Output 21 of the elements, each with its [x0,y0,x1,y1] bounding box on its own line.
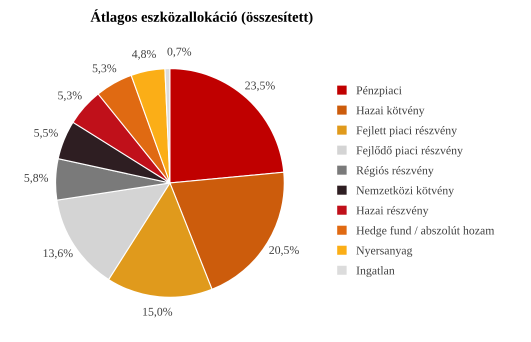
data-label: 23,5% [245,82,275,92]
data-label: 15,0% [143,308,172,318]
data-label: 13,6% [44,249,73,259]
data-label: 4,8% [132,50,156,60]
legend-label: Fejlődő piaci részvény [356,146,463,157]
chart-title: Átlagos eszközallokáció (összesített) [90,9,313,25]
legend-label: Hedge fund / abszolút hozam [356,226,494,237]
legend-label: Régiós részvény [356,166,434,177]
legend-label: Nemzetközi kötvény [356,186,454,197]
legend-label: Nyersanyag [356,246,412,257]
data-label: 5,3% [58,91,82,102]
legend-label: Hazai részvény [356,206,428,217]
data-label: 20,5% [269,246,299,256]
legend-label: Hazai kötvény [356,106,425,117]
data-label: 0,7% [167,48,192,58]
data-label: 5,3% [92,64,116,74]
legend-label: Fejlett piaci részvény [356,126,457,137]
data-label: 5,5% [34,128,58,138]
legend-label: Pénzpiaci [356,86,402,97]
data-label: 5,8% [24,174,48,184]
legend-label: Ingatlan [356,266,395,277]
